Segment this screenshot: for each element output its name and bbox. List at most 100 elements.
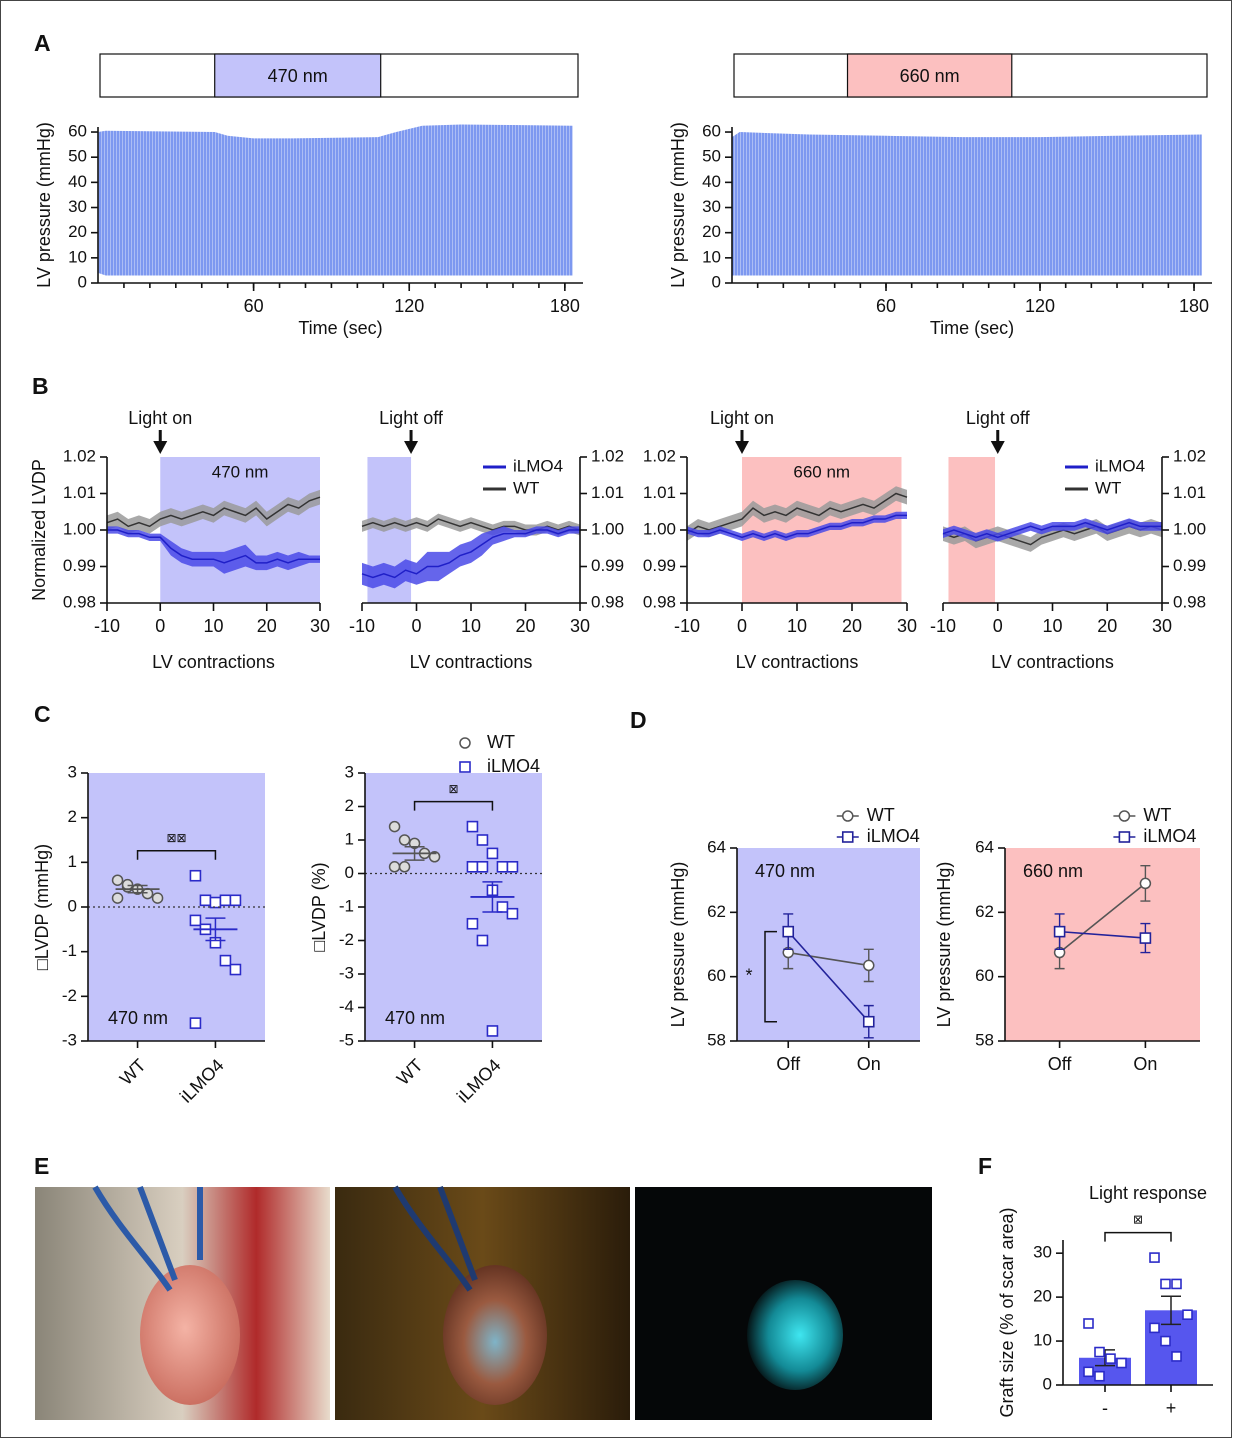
data-point [141, 887, 154, 900]
y-tick-label: -4 [339, 997, 354, 1016]
x-axis-label: LV contractions [410, 652, 533, 672]
x-tick-label: 0 [737, 616, 747, 636]
y-tick-label: 1.00 [1173, 519, 1206, 538]
annotation: Light off [379, 408, 444, 428]
x-tick-label: On [857, 1054, 881, 1074]
y-tick-label: 0 [68, 896, 77, 915]
x-tick-label: 30 [570, 616, 590, 636]
x-tick-label: - [1102, 1398, 1108, 1418]
y-tick-label: 62 [975, 902, 994, 921]
y-axis-label: LV pressure (mmHg) [668, 862, 688, 1028]
sem-bar [127, 884, 148, 894]
significance: ⊠ [448, 782, 458, 796]
y-tick-label: -1 [62, 941, 77, 960]
light-label: 470 nm [268, 66, 328, 86]
x-tick-label: 10 [461, 616, 481, 636]
x-tick-label: On [1133, 1054, 1157, 1074]
y-tick-label: -3 [62, 1030, 77, 1049]
significance-bracket [413, 800, 494, 811]
y-tick-label: 58 [975, 1030, 994, 1049]
x-tick-label: -10 [674, 616, 700, 636]
x-tick-label: WT [116, 1055, 150, 1089]
y-tick-label: 1.01 [63, 483, 96, 502]
y-tick-label: -5 [339, 1030, 354, 1049]
mean-line [106, 496, 321, 528]
significance-bracket [1104, 1231, 1172, 1242]
x-tick-label: 60 [244, 296, 264, 316]
y-tick-label: 0.99 [643, 556, 676, 575]
arrow-head [153, 441, 168, 454]
y-tick-label: 20 [68, 222, 87, 241]
legend-marker [842, 810, 854, 822]
data-point [1116, 1357, 1127, 1369]
data-point [466, 820, 479, 833]
y-tick-label: 1.01 [591, 483, 624, 502]
y-tick-label: 1.00 [643, 519, 676, 538]
x-axis-label: LV contractions [152, 652, 275, 672]
x-tick-label: 180 [550, 296, 580, 316]
arrow-head [990, 441, 1005, 454]
x-tick-label: 60 [876, 296, 896, 316]
x-tick-label: 20 [257, 616, 277, 636]
data-point [1160, 1335, 1171, 1347]
y-axis-label: Graft size (% of scar area) [997, 1207, 1017, 1417]
x-tick-label: iLMO4 [453, 1055, 505, 1107]
chart: 660 nm Light on 0.98 0.99 1.00 1.01 1.02 -10 0 10… [643, 408, 917, 672]
legend-marker [1118, 831, 1131, 843]
legend-label: iLMO4 [487, 756, 540, 776]
panel-label: D [630, 707, 647, 733]
error-band [943, 518, 1162, 542]
y-tick-label: 60 [68, 122, 87, 141]
annotation: 470 nm [385, 1008, 445, 1028]
y-tick-label: 10 [702, 247, 721, 266]
x-tick-label: Off [1048, 1054, 1073, 1074]
photo-panel [35, 1185, 932, 1420]
mean-line [686, 492, 908, 535]
data-point [862, 1015, 875, 1028]
x-axis-label: Time (sec) [298, 318, 382, 338]
error-band [687, 486, 907, 541]
legend-marker [1118, 810, 1131, 822]
light-period [160, 457, 320, 603]
legend-marker [841, 831, 854, 843]
data-point [1171, 1351, 1182, 1362]
data-point [1171, 1278, 1182, 1290]
light-period [214, 53, 382, 98]
data-point [388, 861, 401, 873]
y-tick-label: 20 [702, 222, 721, 241]
y-axis-label: □LVDP (%) [309, 862, 329, 951]
y-tick-label: -2 [62, 986, 77, 1005]
y-tick-label: 1.00 [63, 519, 96, 538]
series-line [1059, 930, 1146, 939]
x-tick-label: 180 [1179, 296, 1209, 316]
panel-label: C [34, 701, 51, 727]
mean-line [942, 521, 1162, 539]
y-tick-label: -3 [339, 963, 354, 982]
photo-heart [443, 1265, 547, 1405]
y-tick-label: 0.98 [643, 592, 676, 611]
y-tick-label: 1 [345, 829, 354, 848]
data-point [1149, 1252, 1160, 1263]
x-tick-label: 0 [411, 616, 421, 636]
x-tick-label: 20 [515, 616, 535, 636]
legend-label: WT [1143, 805, 1171, 825]
y-tick-label: 1.01 [643, 483, 676, 502]
y-tick-label: 0 [712, 272, 721, 291]
data-point [1083, 1318, 1094, 1329]
chart: F Light response ⊠ 0 10 20 30 Graft size (% of … [978, 1153, 1213, 1418]
legend-label: WT [867, 805, 895, 825]
y-tick-label: 2 [345, 796, 354, 815]
data-point [486, 1025, 499, 1037]
y-tick-label: 40 [68, 172, 87, 191]
panel-label: F [978, 1153, 992, 1179]
x-tick-label: 120 [394, 296, 424, 316]
plot-background [1005, 848, 1200, 1041]
y-tick-label: 30 [1033, 1243, 1052, 1262]
x-tick-label: 20 [1097, 616, 1117, 636]
legend-label: iLMO4 [513, 456, 563, 475]
data-point [151, 892, 164, 904]
chart-title: Light response [1089, 1183, 1207, 1203]
